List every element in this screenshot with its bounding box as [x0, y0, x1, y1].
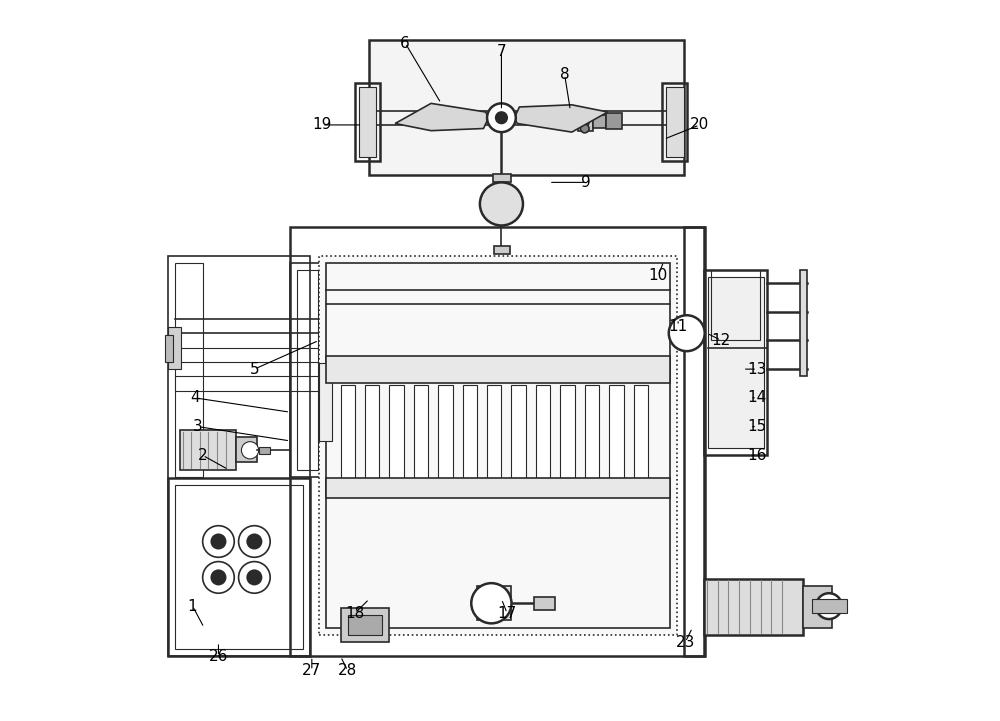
Bar [175, 485, 303, 649]
Bar [812, 599, 847, 614]
Bar [803, 586, 832, 628]
Bar [711, 270, 760, 340]
Text: 17: 17 [498, 606, 517, 621]
Bar [326, 356, 670, 384]
Text: 7: 7 [497, 44, 506, 59]
Bar [341, 608, 389, 642]
Bar [236, 438, 257, 462]
Bar [165, 335, 173, 362]
Circle shape [669, 315, 705, 351]
Bar [319, 256, 677, 635]
Bar [365, 385, 379, 491]
Bar [560, 385, 575, 491]
Bar [534, 597, 555, 610]
Bar [359, 87, 376, 157]
Text: 23: 23 [676, 634, 695, 650]
Text: 12: 12 [712, 333, 731, 348]
Bar [341, 385, 355, 491]
Bar [414, 385, 428, 491]
Text: 14: 14 [747, 390, 767, 405]
Text: 2: 2 [198, 448, 207, 463]
Bar [578, 112, 593, 131]
Text: 28: 28 [338, 663, 357, 678]
Polygon shape [395, 103, 489, 131]
Bar [704, 270, 767, 455]
Circle shape [580, 118, 589, 126]
Text: 13: 13 [747, 362, 767, 376]
Bar [463, 385, 477, 491]
Bar [369, 40, 684, 175]
Circle shape [203, 526, 234, 557]
Circle shape [247, 534, 262, 549]
Bar [708, 277, 764, 448]
Circle shape [239, 562, 270, 593]
Circle shape [211, 534, 226, 549]
Bar [585, 385, 599, 491]
Text: 6: 6 [400, 35, 410, 50]
Bar [662, 83, 687, 161]
Bar [168, 478, 310, 656]
Bar [634, 385, 648, 491]
Text: 16: 16 [747, 448, 767, 463]
Bar [259, 447, 270, 454]
Bar [477, 586, 511, 621]
Bar [438, 385, 453, 491]
Text: 5: 5 [250, 362, 259, 376]
Text: 18: 18 [345, 606, 365, 621]
Circle shape [480, 182, 523, 226]
Circle shape [496, 112, 507, 123]
Bar [389, 385, 404, 491]
Bar [609, 385, 624, 491]
Bar [290, 263, 325, 477]
Circle shape [203, 562, 234, 593]
Bar [494, 246, 510, 255]
Bar [355, 83, 380, 161]
Bar [290, 227, 705, 656]
Bar [606, 113, 622, 129]
Circle shape [580, 124, 589, 133]
Circle shape [239, 526, 270, 557]
Bar [666, 87, 684, 157]
Bar [511, 385, 526, 491]
Text: 10: 10 [648, 268, 668, 283]
Circle shape [471, 583, 511, 624]
Bar [168, 256, 310, 656]
Bar [326, 263, 670, 628]
Bar [319, 363, 332, 441]
Bar [487, 385, 501, 491]
Text: 3: 3 [193, 419, 203, 434]
Text: 4: 4 [190, 390, 200, 405]
Circle shape [487, 103, 516, 132]
Bar [175, 263, 203, 477]
Text: 27: 27 [302, 663, 321, 678]
Bar [800, 270, 807, 376]
Bar [326, 478, 670, 498]
Circle shape [816, 593, 842, 619]
Text: 19: 19 [312, 118, 332, 133]
Text: 11: 11 [668, 319, 688, 334]
Bar [704, 579, 803, 635]
Bar [168, 327, 181, 369]
Bar [297, 270, 318, 469]
Text: 26: 26 [209, 649, 228, 664]
Polygon shape [514, 105, 608, 132]
Bar [180, 430, 236, 469]
Circle shape [211, 570, 226, 585]
Bar [493, 174, 511, 182]
Bar [593, 115, 606, 128]
Bar [348, 615, 382, 635]
Text: 20: 20 [690, 118, 709, 133]
Circle shape [241, 442, 259, 459]
Text: 9: 9 [581, 175, 591, 190]
Text: 15: 15 [747, 419, 767, 434]
Circle shape [247, 570, 262, 585]
Bar [536, 385, 550, 491]
Text: 8: 8 [560, 67, 569, 82]
Text: 1: 1 [188, 598, 197, 614]
Bar [684, 227, 704, 656]
